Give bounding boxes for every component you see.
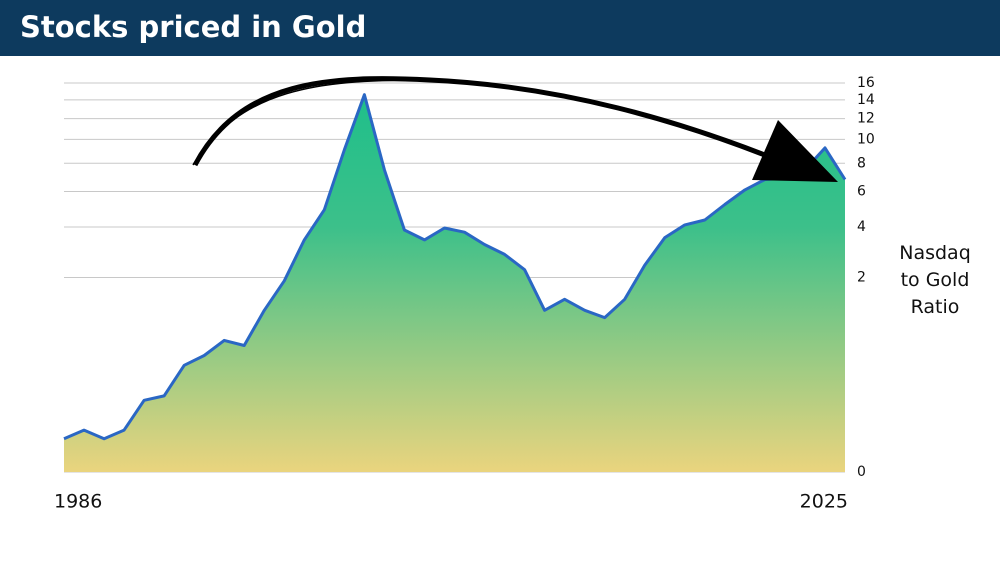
x-tick-label: 1986 <box>54 491 102 513</box>
x-tick-label: 2025 <box>800 491 848 513</box>
chart-title: Stocks priced in Gold <box>20 10 367 44</box>
y-tick-label: 2 <box>857 270 866 286</box>
y-tick-label: 10 <box>857 131 875 147</box>
y-tick-label: 8 <box>857 155 866 171</box>
y-tick-label: 14 <box>857 92 875 108</box>
plot-area <box>63 93 847 472</box>
header-bar: Stocks priced in Gold <box>0 0 1000 56</box>
arrow-shaft <box>192 76 791 168</box>
y-tick-label: 0 <box>857 464 866 480</box>
y-tick-label: 16 <box>857 75 875 91</box>
y-axis-label: Nasdaq to Gold Ratio <box>899 242 971 318</box>
area-fill <box>64 94 845 472</box>
arrow-head <box>752 120 838 182</box>
y-tick-label: 4 <box>857 219 866 235</box>
ratio-line <box>63 93 847 441</box>
y-tick-label: 12 <box>857 111 875 127</box>
y-tick-label: 6 <box>857 183 866 199</box>
arrow-tail <box>192 79 421 166</box>
annotation-arrow <box>192 76 838 182</box>
